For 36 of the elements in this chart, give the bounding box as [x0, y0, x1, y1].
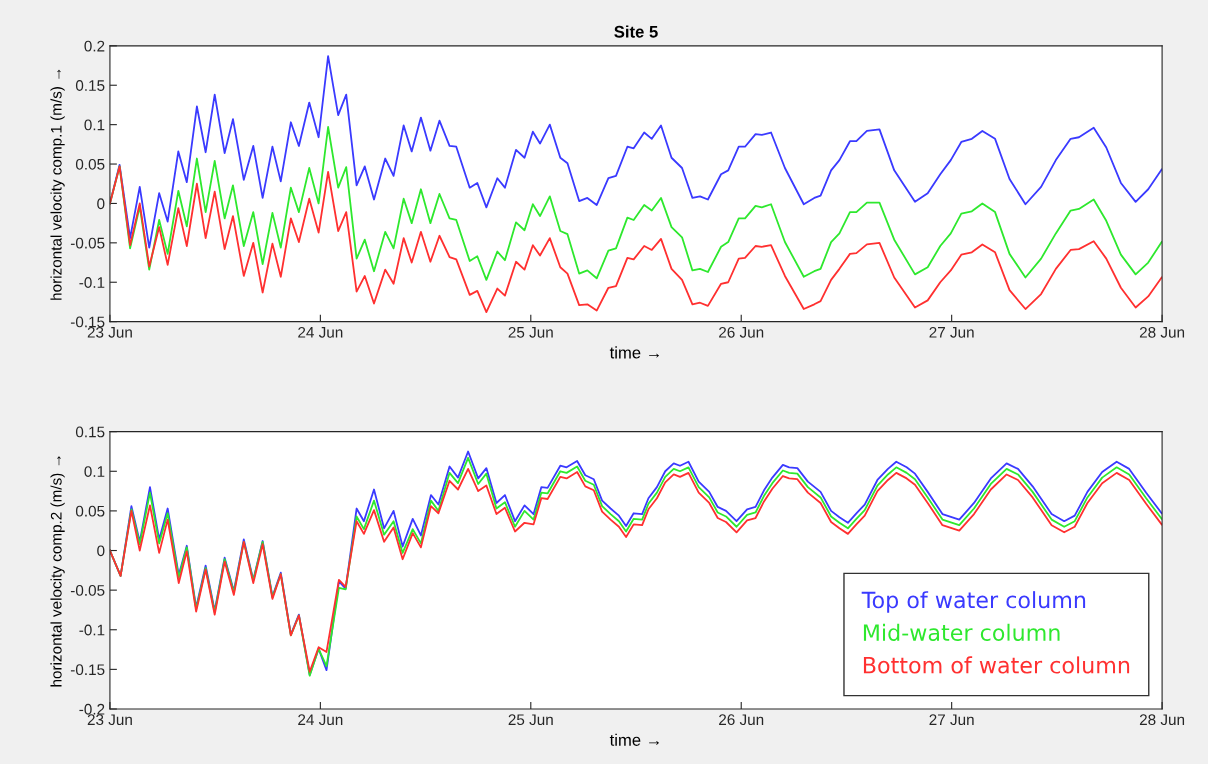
y-tick-label: 0.1: [84, 119, 105, 131]
x-tick-label: 26 Jun: [719, 714, 764, 726]
y-tick-label: -0.1: [79, 277, 105, 288]
text: Mid-water column: [863, 623, 1060, 641]
y-tick-label: -0.15: [70, 316, 105, 328]
text: Top of water column: [861, 591, 1086, 613]
y-tick-label: 0.1: [84, 466, 105, 477]
y-tick-label: 0.15: [75, 426, 105, 438]
y-tick-label: 0.05: [75, 158, 105, 170]
x-tick-label: 25 Jun: [508, 714, 553, 726]
x-axis-title: time →: [609, 733, 659, 746]
x-axis-title: time →: [609, 346, 659, 359]
x-tick-label: 23 Jun: [87, 326, 132, 338]
x-tick-label: 28 Jun: [1139, 326, 1185, 338]
y-tick-label: 0.2: [84, 40, 105, 52]
x-tick-label: 23 Jun: [87, 714, 132, 726]
y-tick-label: 0: [97, 545, 105, 557]
y-tick-label: 0.05: [75, 505, 105, 517]
x-tick-label: 27 Jun: [929, 714, 974, 726]
chart-title: Site 5: [614, 25, 658, 38]
x-tick-label: 25 Jun: [508, 326, 553, 338]
y-tick-label: 0: [97, 198, 105, 210]
x-tick-label: 28 Jun: [1139, 714, 1185, 726]
text: Bottom of water column: [863, 656, 1130, 674]
x-tick-label: 24 Jun: [298, 714, 343, 726]
y-tick-label: -0.1: [79, 624, 105, 636]
y-tick-label: -0.2: [79, 703, 105, 715]
y-axis-title: horizontal velocity comp.2 (m/s) →: [50, 456, 65, 687]
x-tick-label: 24 Jun: [298, 326, 343, 338]
y-tick-label: -0.05: [70, 585, 105, 596]
y-tick-label: -0.15: [70, 664, 105, 676]
y-tick-label: 0.15: [75, 80, 105, 91]
y-tick-label: -0.05: [70, 237, 105, 249]
x-tick-label: 27 Jun: [929, 326, 974, 338]
y-axis-title: horizontal velocity comp.1 (m/s) →: [50, 69, 65, 300]
x-tick-label: 26 Jun: [719, 326, 764, 338]
